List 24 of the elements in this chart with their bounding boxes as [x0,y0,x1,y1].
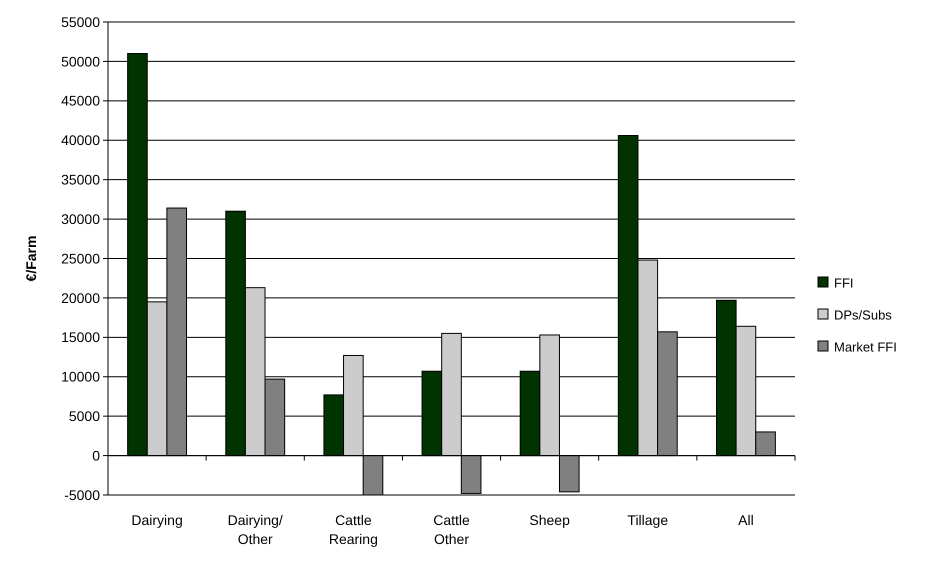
x-tick-label: Dairying [131,512,183,528]
y-tick-label: 35000 [61,172,100,188]
y-tick-label: 30000 [61,210,100,227]
y-tick-label: 5000 [68,408,100,424]
x-tick-label: Dairying/Other [228,512,283,547]
y-axis-title: €/Farm [23,236,39,282]
legend-label: DPs/Subs [834,308,892,323]
x-tick-label: All [738,512,754,528]
y-tick-label: 45000 [61,92,100,109]
y-tick-label: 0 [92,447,100,464]
y-tick-label: 55000 [61,14,100,30]
x-tick-label: Tillage [627,512,668,528]
legend-label: FFI [834,276,854,291]
y-tick-label: 50000 [61,53,100,70]
y-tick-label: 25000 [61,250,100,266]
y-tick-label: 20000 [61,290,100,306]
y-tick-label: 40000 [61,132,100,148]
x-tick-label: Sheep [529,512,570,528]
x-tick-label: Cattle Other [433,512,470,547]
y-tick-label: -5000 [64,486,100,503]
x-tick-label: Cattle Rearing [328,512,378,547]
y-tick-label: 10000 [61,368,100,385]
y-tick-label: 15000 [61,329,100,346]
legend-label: Market FFI [834,340,897,355]
